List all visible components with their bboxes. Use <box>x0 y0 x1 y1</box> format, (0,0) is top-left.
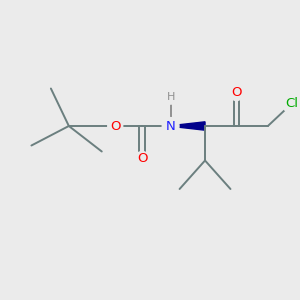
Text: H: H <box>167 92 175 103</box>
Circle shape <box>108 118 123 134</box>
Text: Cl: Cl <box>285 97 298 110</box>
Text: O: O <box>110 119 121 133</box>
Text: O: O <box>137 152 147 166</box>
Polygon shape <box>171 122 205 130</box>
Text: O: O <box>231 86 242 100</box>
Circle shape <box>282 94 300 113</box>
Text: N: N <box>166 119 176 133</box>
Circle shape <box>162 118 179 134</box>
Circle shape <box>164 91 177 104</box>
Circle shape <box>135 152 150 166</box>
Circle shape <box>229 85 244 100</box>
